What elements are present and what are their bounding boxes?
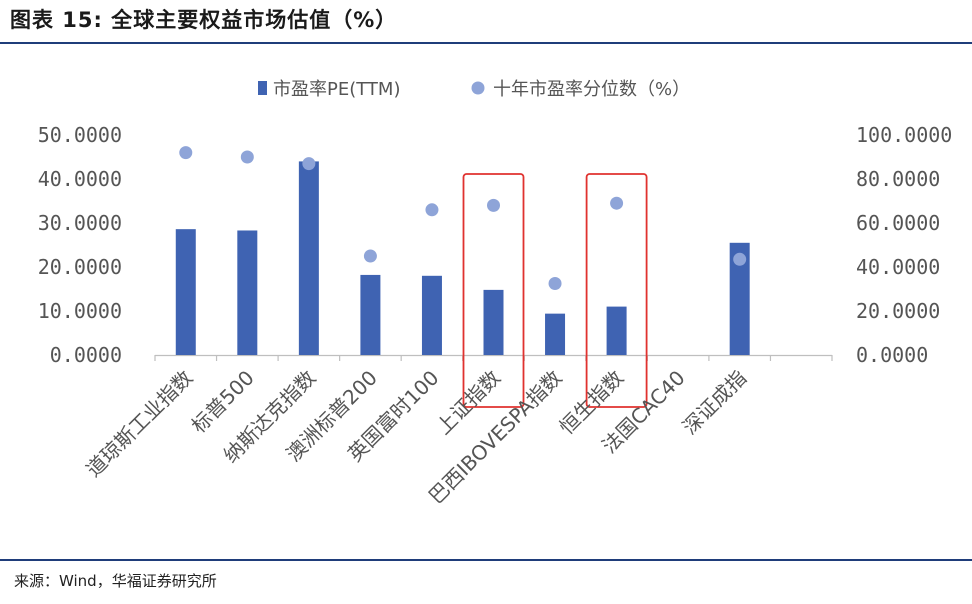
bar-series [175,161,750,355]
category-label: 深证成指 [678,366,752,440]
highlight-boxes [462,173,648,408]
right-tick-label: 100.0000 [856,123,952,147]
category-labels: 道琼斯工业指数标普500纳斯达克指数澳洲标普200英国富时100上证指数巴西IB… [81,366,751,509]
legend-bar-swatch [258,81,267,95]
right-tick-label: 60.0000 [856,211,940,235]
left-tick-label: 10.0000 [38,299,122,323]
pe-bar [606,306,627,355]
percentile-dot [610,196,624,210]
percentile-dot [179,146,193,160]
right-tick-label: 80.0000 [856,167,940,191]
pe-bar [421,275,442,355]
percentile-dot [733,252,747,266]
legend-dot-label: 十年市盈率分位数（%） [493,79,690,100]
pe-bar [360,274,381,355]
left-tick-label: 50.0000 [38,123,122,147]
pe-bar [237,230,258,355]
left-tick-label: 30.0000 [38,211,122,235]
source-note: 来源：Wind，华福证券研究所 [14,572,217,590]
pe-valuation-chart: 市盈率PE(TTM) 十年市盈率分位数（%） 0.0000 10.0000 20.0… [38,79,953,509]
left-axis: 0.0000 10.0000 20.0000 30.0000 40.0000 50.000… [38,123,122,367]
category-label: 道琼斯工业指数 [81,366,197,482]
percentile-dot [548,277,562,290]
percentile-dot [302,157,316,171]
percentile-dot [363,249,377,263]
legend-dot-swatch [471,81,485,95]
pe-bar [545,313,566,355]
pe-bar [729,242,750,355]
percentile-dot [425,203,439,217]
left-tick-label: 0.0000 [50,343,122,367]
percentile-dot [487,198,500,212]
left-tick-label: 40.0000 [38,167,122,191]
bottom-rule [0,559,972,561]
right-tick-label: 0.0000 [856,343,928,367]
right-tick-label: 20.0000 [856,299,940,323]
scatter-series [179,146,747,290]
highlight-box [462,173,525,408]
legend-bar-label: 市盈率PE(TTM) [273,79,400,100]
chart-title: 图表 15: 全球主要权益市场估值（%） [10,8,398,32]
legend: 市盈率PE(TTM) 十年市盈率分位数（%） [258,79,690,100]
right-axis: 0.0000 20.0000 40.0000 60.0000 80.0000 100.00… [856,123,952,367]
pe-bar [483,289,504,355]
percentile-dot [240,150,254,164]
right-tick-label: 40.0000 [856,255,940,279]
highlight-box [585,173,648,408]
pe-bar [298,161,319,355]
pe-bar [175,229,196,355]
left-tick-label: 20.0000 [38,255,122,279]
top-rule [0,42,972,44]
